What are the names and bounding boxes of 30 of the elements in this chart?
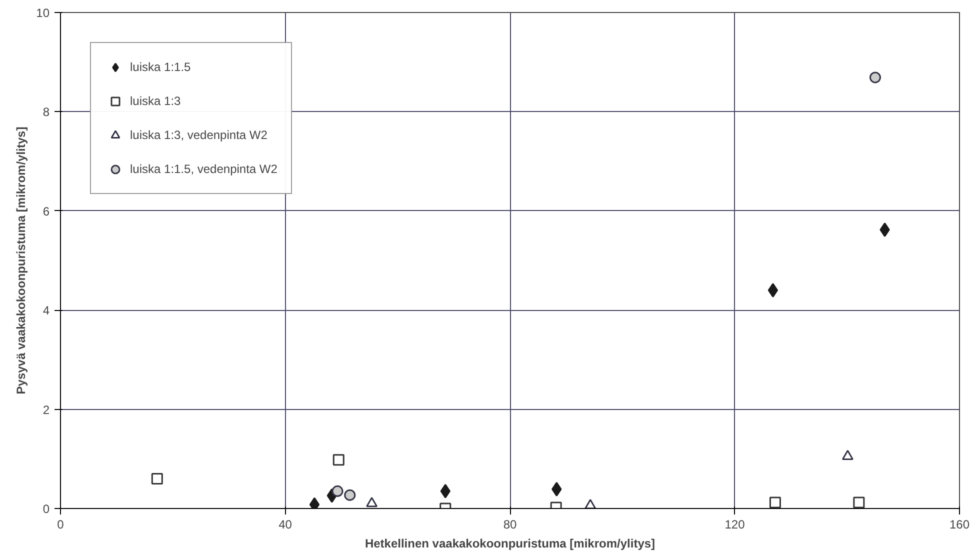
point bbox=[151, 472, 163, 484]
y-tick-label: 10 bbox=[36, 6, 50, 20]
x-tick-label: 0 bbox=[57, 518, 64, 532]
point bbox=[853, 496, 865, 508]
legend-label: luiska 1:1.5 bbox=[130, 60, 191, 74]
y-axis-title: Pysyvä vaakakokoonpuristuma [mikrom/ylitys] bbox=[14, 126, 28, 394]
x-tick-label: 160 bbox=[949, 518, 970, 532]
y-tick-label: 0 bbox=[42, 502, 50, 516]
x-axis-title: Hetkellinen vaakakokoonpuristuma [mikrom/ylitys] bbox=[364, 536, 656, 550]
point bbox=[869, 72, 881, 84]
point bbox=[332, 485, 344, 497]
point bbox=[769, 496, 781, 508]
point bbox=[332, 454, 344, 466]
legend-label: luiska 1:3 bbox=[130, 94, 181, 108]
y-tick-label: 4 bbox=[42, 304, 50, 318]
point bbox=[768, 283, 778, 298]
point bbox=[366, 497, 378, 508]
y-tick-label: 8 bbox=[42, 105, 50, 120]
point bbox=[440, 484, 450, 498]
x-tick-label: 120 bbox=[724, 518, 746, 532]
legend-label: luiska 1:3, vedenpinta W2 bbox=[130, 128, 268, 142]
point bbox=[552, 482, 562, 496]
y-tick-label: 6 bbox=[42, 204, 50, 218]
point bbox=[344, 489, 356, 501]
point bbox=[842, 450, 854, 460]
x-tick-label: 40 bbox=[278, 518, 292, 532]
x-tick-label: 80 bbox=[503, 518, 517, 532]
point bbox=[880, 222, 890, 237]
y-tick-label: 2 bbox=[42, 402, 50, 417]
legend-label: luiska 1:1.5, vedenpinta W2 bbox=[130, 162, 278, 176]
